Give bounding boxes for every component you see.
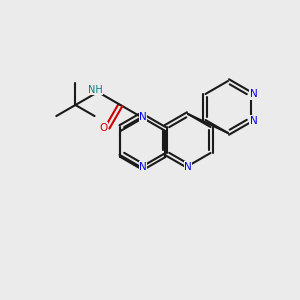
Text: O: O (99, 122, 108, 133)
Text: N: N (139, 162, 147, 172)
Text: N: N (184, 162, 192, 172)
Text: N: N (250, 116, 257, 126)
Text: NH: NH (88, 85, 102, 95)
Text: N: N (139, 112, 147, 122)
Text: N: N (250, 89, 257, 99)
